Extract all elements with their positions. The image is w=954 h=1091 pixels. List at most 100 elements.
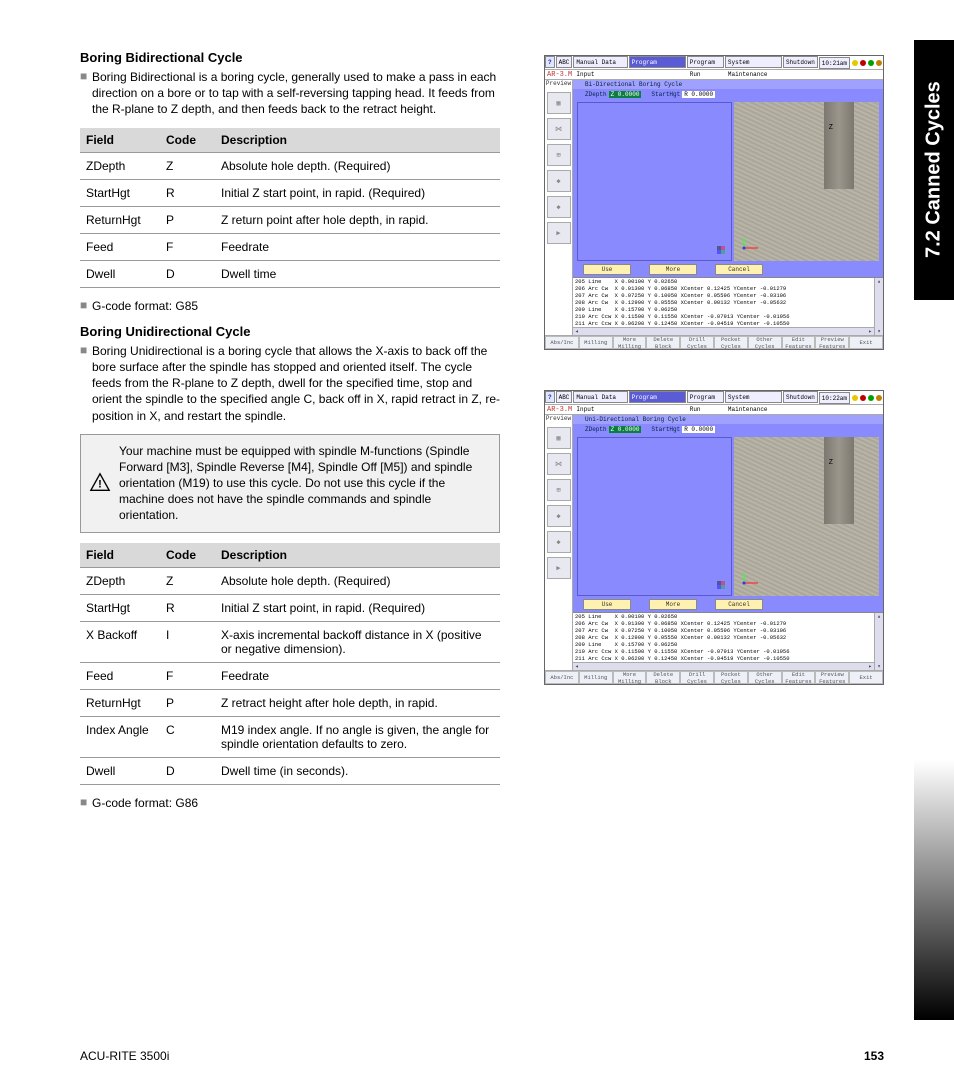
tab-shutdown[interactable]: Shutdown (783, 391, 818, 403)
tab-shutdown[interactable]: Shutdown (783, 56, 818, 68)
axis-icon (742, 571, 760, 588)
softkey[interactable]: Delete Block (646, 671, 680, 684)
softkey[interactable]: Preview Features (815, 336, 849, 349)
use-button[interactable]: Use (583, 264, 631, 275)
softkey[interactable]: Edit Features (782, 336, 816, 349)
softkey[interactable]: More Milling (613, 671, 647, 684)
page-number: 153 (864, 1049, 884, 1063)
abc-button[interactable]: ABC (556, 391, 573, 403)
tool-button[interactable]: ▦ (547, 427, 571, 449)
table-row: ReturnHgtPZ return point after hole dept… (80, 206, 500, 233)
svg-text:!: ! (98, 479, 102, 491)
softkey[interactable]: Exit (849, 336, 883, 349)
tool-button[interactable]: ◆ (547, 170, 571, 192)
param-starthgt-value[interactable]: R 0.0000 (682, 426, 715, 433)
tab-program-run[interactable]: Program Run (687, 56, 724, 68)
indicator-icon (868, 395, 874, 401)
table-bidir: Field Code Description ZDepthZAbsolute h… (80, 128, 500, 288)
softkey[interactable]: Pocket Cycles (714, 336, 748, 349)
softkey[interactable]: Preview Features (815, 671, 849, 684)
param-starthgt-value[interactable]: R 0.0000 (682, 91, 715, 98)
softkey[interactable]: Edit Features (782, 671, 816, 684)
softkey[interactable]: Other Cycles (748, 671, 782, 684)
intro-bidir: Boring Bidirectional is a boring cycle, … (92, 69, 500, 118)
more-button[interactable]: More (649, 264, 697, 275)
table-unidir: Field Code Description ZDepthZAbsolute h… (80, 543, 500, 785)
v-scrollbar[interactable]: ▴▾ (874, 613, 883, 670)
softkey[interactable]: Drill Cycles (680, 336, 714, 349)
h-scrollbar[interactable]: ◂▸ (573, 327, 874, 335)
cycle-title: Uni-Directional Boring Cycle (573, 415, 883, 424)
tool-button[interactable]: ▦ (547, 92, 571, 114)
heading-bidir: Boring Bidirectional Cycle (80, 50, 500, 65)
param-zdepth-value[interactable]: Z 0.0000 (609, 91, 642, 98)
use-button[interactable]: Use (583, 599, 631, 610)
param-row: ZDepth Z 0.0000 StartHgt R 0.0000 (573, 424, 883, 435)
product-name: ACU-RITE 3500i (80, 1049, 169, 1063)
softkey[interactable]: Drill Cycles (680, 671, 714, 684)
cancel-button[interactable]: Cancel (715, 599, 763, 610)
indicator-icon (876, 60, 882, 66)
softkey[interactable]: Abs/Inc (545, 671, 579, 684)
tab-program-run[interactable]: Program Run (687, 391, 724, 403)
th-desc: Description (215, 128, 500, 153)
table-row: DwellDDwell time (80, 260, 500, 287)
softkey[interactable]: Exit (849, 671, 883, 684)
table-row: FeedFFeedrate (80, 662, 500, 689)
softkey[interactable]: Abs/Inc (545, 336, 579, 349)
tool-button[interactable]: ▶ (547, 222, 571, 244)
tool-button[interactable]: ◆ (547, 505, 571, 527)
intro-unidir: Boring Unidirectional is a boring cycle … (92, 343, 500, 424)
h-scrollbar[interactable]: ◂▸ (573, 662, 874, 670)
tool-button[interactable]: ⊞ (547, 144, 571, 166)
th-code: Code (160, 543, 215, 568)
help-button[interactable]: ? (545, 391, 555, 403)
sidebar-gradient (914, 760, 954, 1020)
table-row: StartHgtRInitial Z start point, in rapid… (80, 594, 500, 621)
heading-unidir: Boring Unidirectional Cycle (80, 324, 500, 339)
screenshot-bidir: ? ABC Manual Data Input Program Manageme… (544, 55, 884, 350)
tool-button[interactable]: ▶ (547, 557, 571, 579)
bottom-softkeys: Abs/Inc Milling More Milling Delete Bloc… (545, 670, 883, 684)
section-tab: 7.2 Canned Cycles (914, 40, 954, 300)
tool-button[interactable]: ⋈ (547, 118, 571, 140)
gcode-bidir: G-code format: G85 (92, 298, 500, 314)
softkey[interactable]: Other Cycles (748, 336, 782, 349)
tab-system[interactable]: System Maintenance (725, 56, 782, 68)
machine-label: AR-3.M (545, 70, 883, 80)
more-button[interactable]: More (649, 599, 697, 610)
tab-system[interactable]: System Maintenance (725, 391, 782, 403)
tab-manual[interactable]: Manual Data Input (573, 56, 627, 68)
bullet-icon: ■ (80, 69, 92, 118)
tab-program-mgmt[interactable]: Program Management (629, 391, 686, 403)
softkey[interactable]: Milling (579, 671, 613, 684)
tool-button[interactable]: ◆ (547, 531, 571, 553)
cancel-button[interactable]: Cancel (715, 264, 763, 275)
left-toolbar: Preview ▦ ⋈ ⊞ ◆ ◆ ▶ (545, 415, 573, 670)
preview-panel (577, 102, 732, 261)
softkey[interactable]: Milling (579, 336, 613, 349)
tool-button[interactable]: ◆ (547, 196, 571, 218)
th-field: Field (80, 128, 160, 153)
table-row: DwellDDwell time (in seconds). (80, 757, 500, 784)
bullet-icon: ■ (80, 298, 92, 314)
softkey[interactable]: Delete Block (646, 336, 680, 349)
warning-text: Your machine must be equipped with spind… (119, 443, 491, 524)
help-button[interactable]: ? (545, 56, 555, 68)
param-starthgt-label: StartHgt (651, 426, 680, 433)
softkey[interactable]: Pocket Cycles (714, 671, 748, 684)
softkey[interactable]: More Milling (613, 336, 647, 349)
z-axis-label: Z (829, 124, 833, 132)
tab-program-mgmt[interactable]: Program Management (629, 56, 686, 68)
abc-button[interactable]: ABC (556, 56, 573, 68)
indicator-icon (860, 60, 866, 66)
table-row: FeedFFeedrate (80, 233, 500, 260)
tool-button[interactable]: ⋈ (547, 453, 571, 475)
param-zdepth-value[interactable]: Z 0.0000 (609, 426, 642, 433)
tab-manual[interactable]: Manual Data Input (573, 391, 627, 403)
tool-button[interactable]: ⊞ (547, 479, 571, 501)
bullet-icon: ■ (80, 795, 92, 811)
indicator-icon (860, 395, 866, 401)
v-scrollbar[interactable]: ▴▾ (874, 278, 883, 335)
cycle-title: Bi-Directional Boring Cycle (573, 80, 883, 89)
